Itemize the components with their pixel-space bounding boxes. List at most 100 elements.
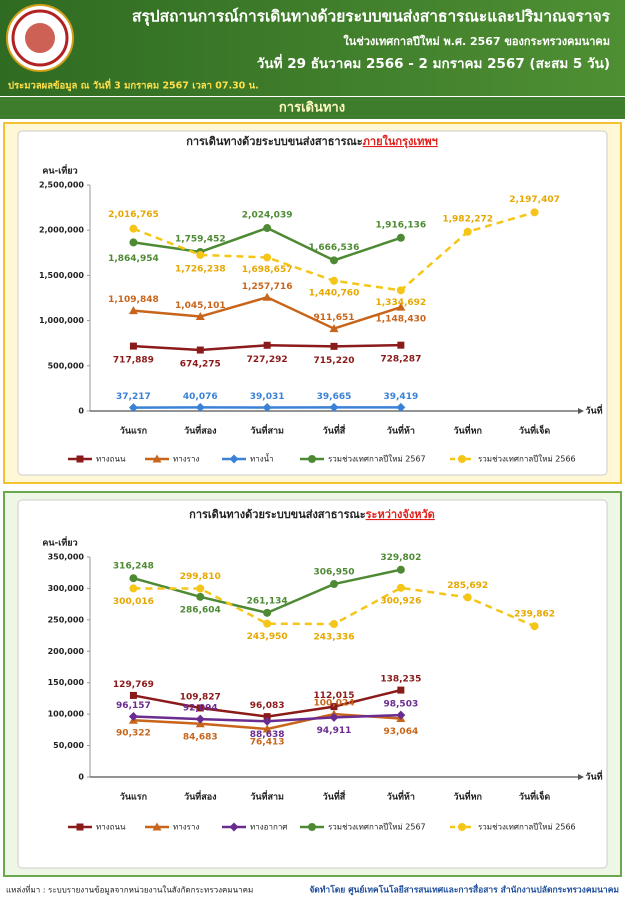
series: 2,016,765 1,726,238 1,698,657 1,440,760 1,33… — [108, 195, 560, 308]
data-label: 2,016,765 — [108, 210, 159, 220]
legend-marker — [152, 822, 162, 831]
data-label: 129,769 — [113, 680, 154, 690]
data-label: 1,759,452 — [175, 234, 226, 244]
data-label: 98,503 — [383, 700, 418, 710]
legend-marker — [308, 455, 316, 463]
marker — [396, 302, 406, 311]
marker — [396, 233, 405, 242]
marker — [263, 608, 272, 617]
legend-marker — [229, 454, 239, 464]
marker — [463, 227, 472, 236]
x-tick-label: วันที่ห้า — [387, 790, 415, 803]
marker — [263, 253, 272, 262]
chart-title-main: การเดินทางด้วยระบบขนส่งสาธารณะ — [189, 508, 366, 521]
legend-label: ทางถนน — [96, 455, 126, 464]
y-tick-label: 0 — [78, 407, 84, 416]
marker — [196, 592, 205, 601]
legend-marker — [458, 823, 466, 831]
data-label: 911,651 — [314, 313, 355, 323]
data-label: 2,197,407 — [509, 195, 560, 205]
legend-marker — [76, 455, 84, 463]
legend-label: ทางถนน — [96, 823, 126, 832]
data-label: 37,217 — [116, 392, 151, 402]
data-label: 306,950 — [314, 568, 355, 578]
data-label: 1,148,430 — [376, 315, 427, 325]
marker — [195, 312, 205, 321]
marker — [129, 691, 137, 699]
marker — [330, 580, 338, 589]
data-note: ประมวลผลข้อมูล ณ วันที่ 3 มกราคม 2567 เว… — [8, 78, 259, 93]
x-tick-label: วันที่สี่ — [323, 790, 346, 803]
y-tick-label: 150,000 — [48, 678, 85, 687]
marker — [530, 622, 539, 631]
series: 37,217 40,076 39,031 39,665 39,419 — [116, 392, 418, 413]
marker — [195, 714, 205, 724]
marker — [330, 620, 338, 629]
data-label: 1,916,136 — [376, 220, 427, 230]
data-label: 39,031 — [250, 392, 285, 402]
header-bg — [0, 0, 625, 96]
x-tick-label: วันที่หก — [453, 790, 482, 803]
data-label: 243,336 — [314, 633, 355, 643]
legend-label: รวมช่วงเทศกาลปีใหม่ 2566 — [478, 823, 576, 832]
y-tick-label: 350,000 — [48, 553, 85, 562]
x-tick-label: วันที่เจ็ด — [519, 424, 550, 437]
x-tick-label: วันที่สี่ — [323, 424, 346, 437]
section-title: การเดินทาง — [279, 101, 345, 116]
data-label: 1,334,692 — [376, 298, 427, 308]
data-label: 1,864,954 — [108, 254, 159, 264]
x-tick-label: วันที่ห้า — [387, 424, 415, 437]
series: 96,157 92,094 88,638 94,911 98,503 — [116, 700, 418, 740]
marker — [262, 724, 272, 733]
data-label: 717,889 — [113, 356, 154, 366]
legend-label: รวมช่วงเทศกาลปีใหม่ 2567 — [328, 823, 426, 832]
data-label: 109,827 — [180, 692, 221, 702]
y-tick-label: 50,000 — [53, 741, 84, 750]
marker — [128, 306, 138, 315]
marker — [129, 574, 138, 583]
data-label: 100,024 — [314, 699, 355, 709]
data-label: 728,287 — [380, 355, 421, 365]
series: 316,248 286,604 261,134 306,950 329,802 — [113, 553, 421, 617]
data-label: 92,094 — [183, 704, 218, 714]
data-label: 300,926 — [380, 596, 421, 606]
data-label: 1,257,716 — [242, 282, 293, 292]
series: 129,769 109,827 96,083 112,015 138,235 — [113, 675, 421, 721]
data-label: 2,024,039 — [242, 211, 293, 221]
series: 300,016 299,810 243,950 243,336 300,926 285,6… — [113, 572, 555, 642]
data-label: 1,109,848 — [108, 295, 159, 305]
marker — [129, 224, 138, 233]
chart-title-highlight: ระหว่างจังหวัด — [366, 508, 435, 521]
data-label: 1,698,657 — [242, 265, 293, 275]
data-label: 93,064 — [383, 727, 418, 737]
series: 717,889 674,275 727,292 715,220 728,287 — [113, 341, 421, 370]
data-label: 1,666,536 — [309, 243, 360, 253]
marker — [196, 704, 204, 712]
legend-label: ทางอากาศ — [250, 823, 287, 832]
marker — [330, 703, 338, 711]
marker — [262, 292, 272, 301]
x-tick-label: วันที่สาม — [250, 790, 284, 803]
marker — [262, 716, 272, 726]
marker — [263, 224, 272, 233]
data-label: 727,292 — [247, 355, 288, 365]
y-tick-label: 2,500,000 — [39, 181, 84, 190]
legend-label: รวมช่วงเทศกาลปีใหม่ 2566 — [478, 455, 576, 464]
data-label: 1,440,760 — [309, 288, 360, 298]
header-title: สรุปสถานการณ์การเดินทางด้วยระบบขนส่งสาธา… — [132, 8, 611, 27]
data-label: 329,802 — [380, 553, 421, 563]
section-bar — [0, 97, 625, 119]
marker — [329, 712, 339, 722]
data-label: 316,248 — [113, 562, 154, 572]
marker — [396, 565, 405, 574]
legend-label: รวมช่วงเทศกาลปีใหม่ 2567 — [328, 455, 426, 464]
marker — [397, 686, 405, 694]
x-tick-label: วันแรก — [120, 426, 147, 437]
x-axis-label: วันที่ — [585, 770, 602, 783]
marker — [396, 402, 406, 412]
x-tick-label: วันแรก — [120, 792, 147, 803]
marker — [128, 403, 138, 413]
legend-label: ทางราง — [173, 455, 199, 464]
footer-credit: จัดทำโดย ศูนย์เทคโนโลยีสารสนเทศและการสื่… — [309, 883, 619, 896]
y-tick-label: 1,000,000 — [39, 316, 84, 325]
